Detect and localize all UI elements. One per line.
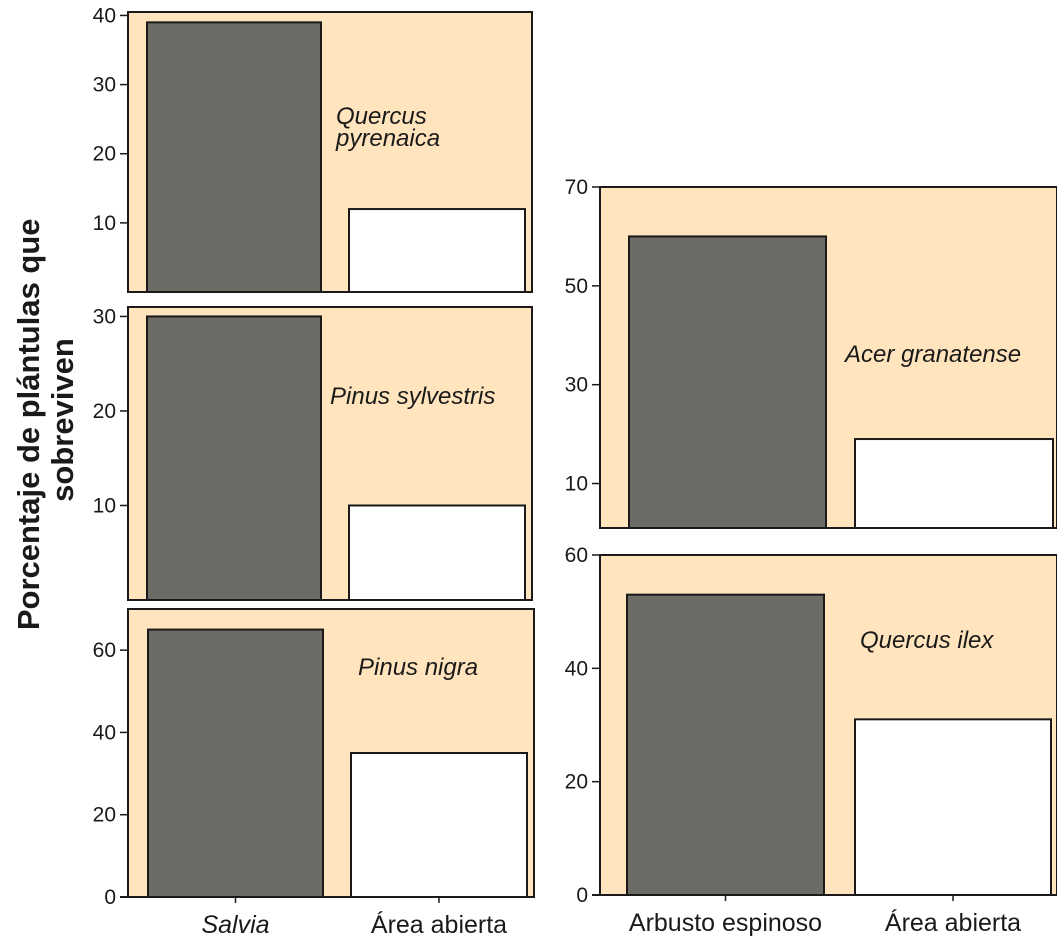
y-tick-label: 50 [565, 275, 588, 298]
y-tick-label: 20 [93, 400, 116, 423]
y-tick-label: 40 [565, 657, 588, 680]
y-tick-label: 70 [565, 176, 588, 199]
panel-title-line: pyrenaica [335, 125, 440, 152]
x-tick-label: Arbusto espinoso [629, 909, 822, 937]
chart-panel: 0 20 40 60 Salvia Área abierta Pinus nigra [93, 608, 535, 939]
y-tick-label: 20 [93, 804, 116, 827]
chart-panel: 10 20 30 Pinus sylvestris [93, 305, 533, 601]
panel-title: Acer granatense [843, 341, 1021, 368]
y-axis-label: Porcentaje de plántulas que sobreviven [11, 210, 80, 630]
bar [348, 504, 526, 601]
panel-title: Quercus ilex [860, 627, 994, 654]
bar [350, 752, 528, 898]
y-tick-label: 30 [565, 374, 588, 397]
panel-title-line: Quercus [336, 103, 427, 130]
y-tick-label: 10 [93, 212, 116, 235]
y-axis-label-line-1: Porcentaje de plántulas que [11, 218, 46, 630]
chart-panels: 10 20 30 40 Quercus pyrenaica 10 20 30 Pinus sylv… [93, 4, 1057, 939]
y-tick-label: 10 [565, 473, 588, 496]
chart-panel: 0 20 40 60 Arbusto espinoso Área abierta Querc… [565, 544, 1057, 937]
y-tick-label: 60 [565, 544, 588, 567]
y-tick-label: 20 [93, 143, 116, 166]
chart-panel: 10 30 50 70 Acer granatense [565, 176, 1057, 530]
panel-title: Pinus sylvestris [330, 383, 495, 410]
chart-panel: 10 20 30 40 Quercus pyrenaica [93, 4, 533, 294]
bar [146, 21, 322, 294]
bar [146, 315, 322, 601]
y-tick-label: 40 [93, 721, 116, 744]
bar [626, 593, 825, 897]
x-tick-label: Área abierta [371, 910, 507, 939]
y-tick-label: 10 [93, 494, 116, 517]
y-tick-label: 20 [565, 771, 588, 794]
bar [147, 628, 324, 898]
y-tick-label: 0 [104, 886, 116, 909]
bar [628, 235, 827, 529]
y-axis-label-line-2: sobreviven [45, 338, 80, 502]
y-tick-label: 0 [576, 884, 588, 907]
bar [348, 208, 526, 293]
y-tick-label: 30 [93, 74, 116, 97]
y-tick-label: 30 [93, 305, 116, 328]
x-tick-label: Área abierta [885, 908, 1021, 937]
panel-title: Pinus nigra [358, 654, 478, 681]
bar [854, 718, 1052, 896]
panel-title: Quercus pyrenaica [335, 103, 440, 152]
y-tick-label: 60 [93, 639, 116, 662]
bar [854, 438, 1054, 530]
x-tick-label: Salvia [201, 911, 269, 939]
y-tick-label: 40 [93, 4, 116, 27]
